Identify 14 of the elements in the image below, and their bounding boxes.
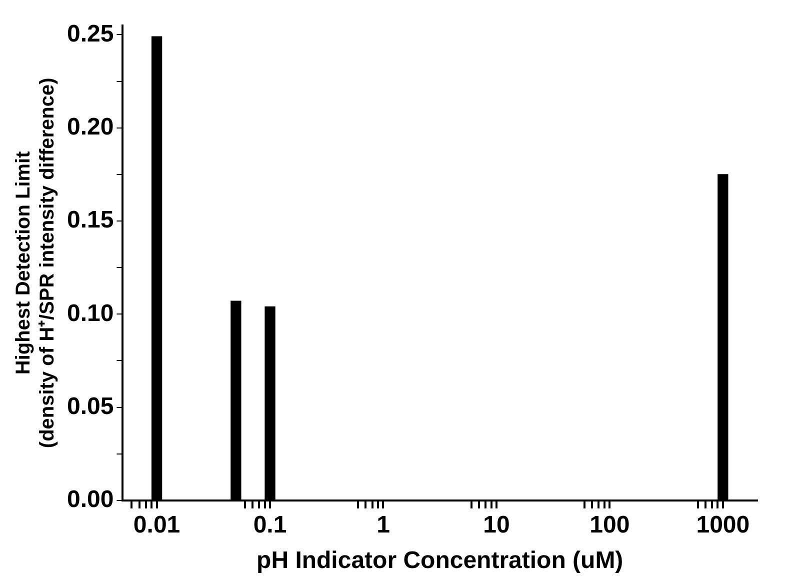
y-tick-label: 0.05	[66, 392, 114, 420]
x-tick-label: 10	[483, 511, 510, 538]
x-tick-label: 0.1	[253, 511, 287, 538]
x-tick-label: 0.01	[133, 511, 180, 538]
y-tick-label: 0.00	[66, 486, 114, 514]
y-tick-label: 0.25	[66, 20, 114, 48]
x-tick-label: 1	[376, 511, 390, 538]
x-axis-title: pH Indicator Concentration (uM)	[256, 547, 624, 574]
y-tick-label: 0.10	[66, 300, 114, 327]
y-tick-label: 0.20	[66, 113, 114, 140]
x-tick-label: 100	[590, 511, 630, 538]
x-tick-label: 1000	[696, 511, 750, 538]
y-axis-title: Highest Detection Limit (density of H⁺/SPR intensity difference)	[12, 78, 59, 448]
y-tick-label: 0.15	[66, 206, 114, 234]
